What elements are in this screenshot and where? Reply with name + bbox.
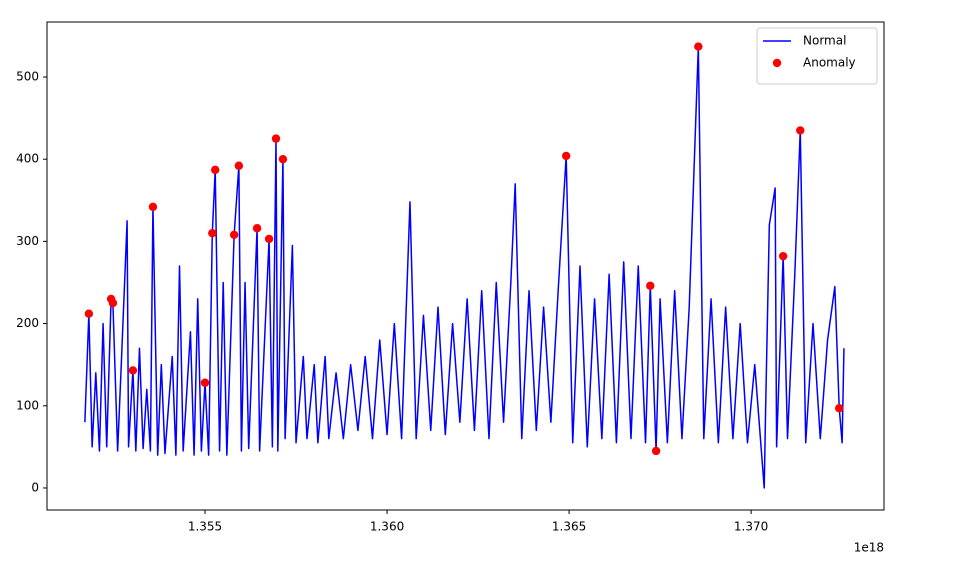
y-tick-label: 100 [16,398,39,412]
anomaly-point [646,281,655,290]
plot-area [47,22,884,510]
y-tick-label: 400 [16,152,39,166]
anomaly-point [148,202,158,212]
anomaly-point [229,230,239,240]
anomaly-point [211,165,220,175]
anomaly-point [208,228,217,238]
x-tick-label: 1.360 [370,520,404,534]
anomaly-point [252,224,262,233]
y-tick-label: 500 [16,69,39,83]
legend-box [756,27,878,85]
y-tick-label: 200 [16,316,39,330]
anomaly-point [796,126,805,135]
anomaly-point [778,251,788,261]
y-tick-label: 300 [16,234,39,248]
anomaly-point [278,154,288,164]
anomaly-point [264,234,274,244]
x-tick-label: 1.355 [188,520,222,534]
anomaly-point [835,404,844,413]
legend-label: Normal [803,34,846,48]
x-offset-label: 1e18 [854,541,884,555]
anomaly-point [84,309,94,318]
anomaly-point [271,134,281,143]
anomaly-point [108,298,118,308]
anomaly-point [561,151,571,161]
plot-frame [46,21,885,511]
anomaly-point [651,446,661,456]
x-tick-label: 1.370 [734,520,768,534]
anomaly-point [694,42,703,51]
anomaly-point [128,366,138,375]
legend-marker [772,58,782,68]
x-tick-label: 1.365 [552,520,586,534]
anomaly-point [234,161,244,170]
anomaly-point [200,378,210,387]
legend-label: Anomaly [803,56,856,70]
y-tick-label: 0 [31,480,39,494]
series-line [84,45,845,489]
